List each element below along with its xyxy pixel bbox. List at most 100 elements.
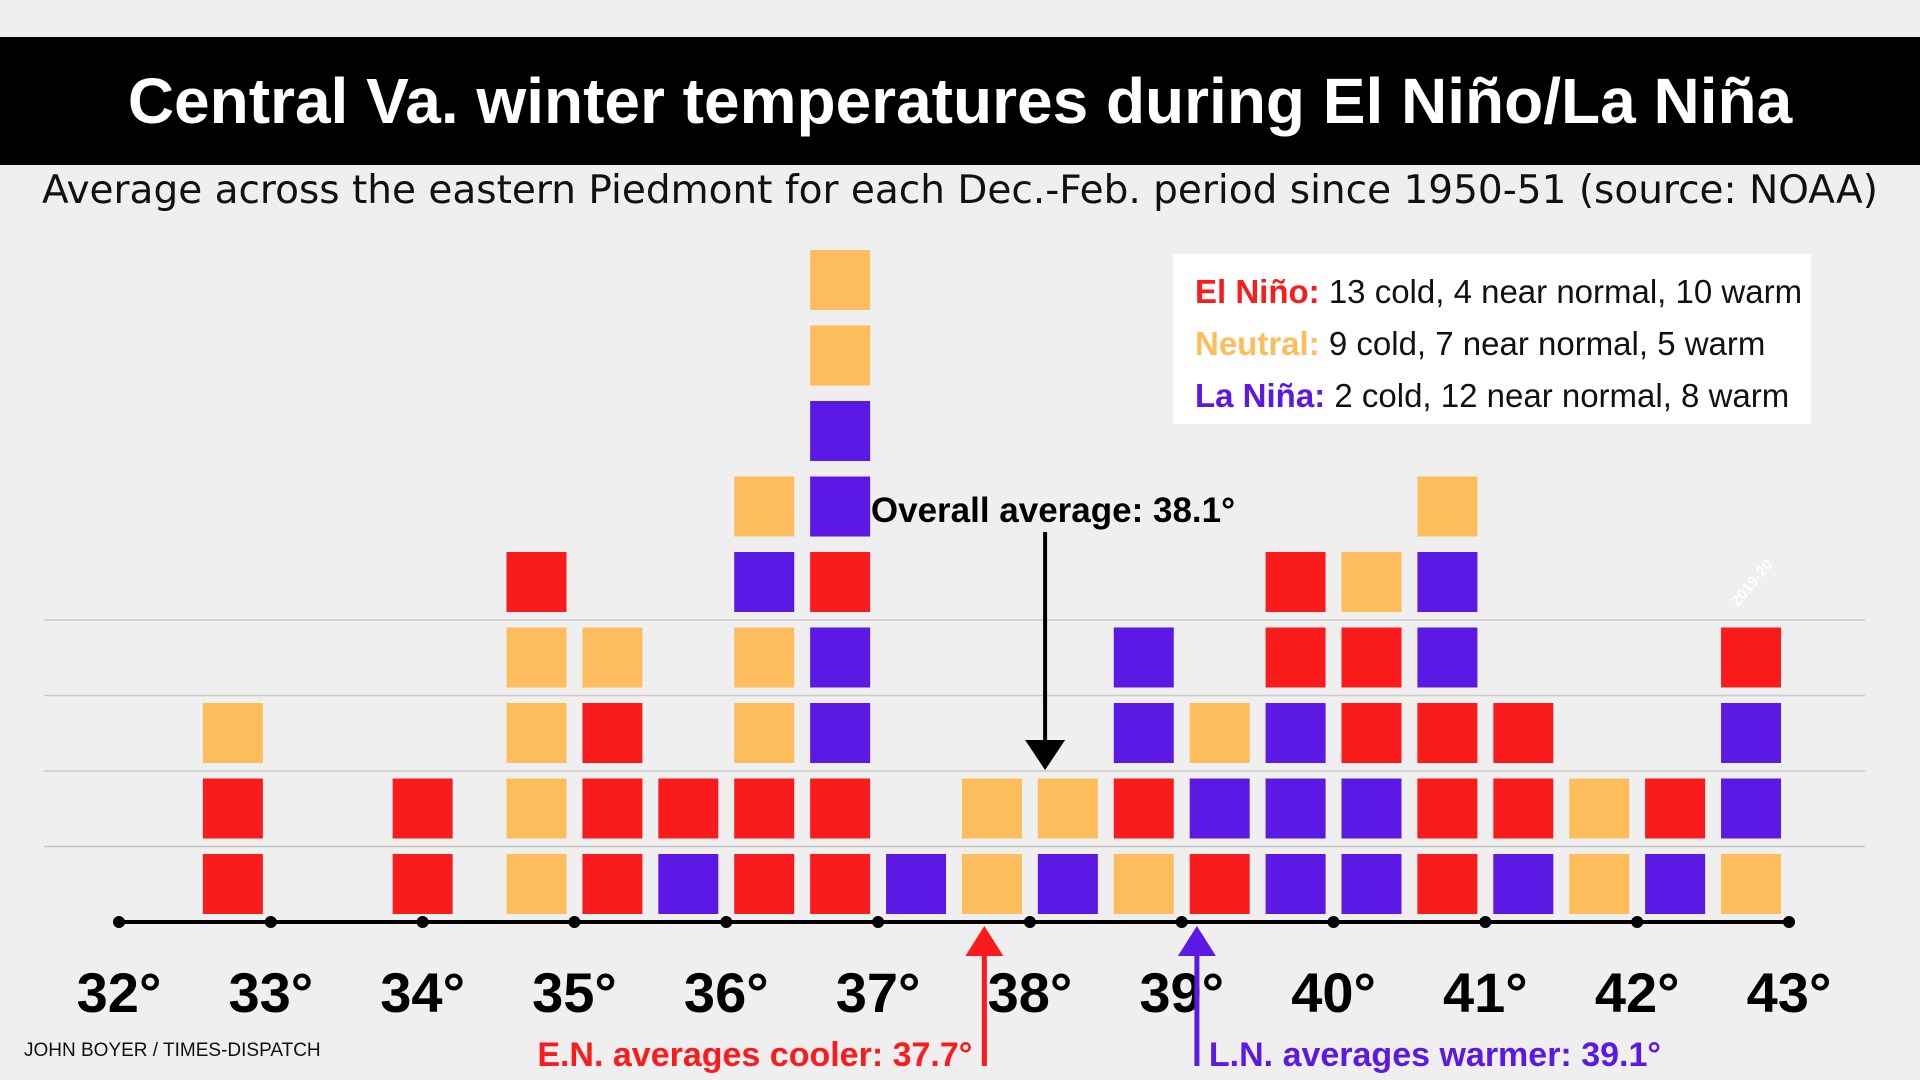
data-box-la-nina [1417,627,1478,688]
annotation-arrow-head [965,926,1004,956]
legend-summary: 13 cold, 4 near normal, 10 warm [1328,273,1803,310]
data-box-el-nino [810,854,871,914]
credit: JOHN BOYER / TIMES-DISPATCH [24,1040,321,1061]
x-tick-dot [1327,916,1340,928]
annotations: Overall average: 38.1° E.N. averages cool… [537,491,1661,1074]
data-box-el-nino [734,854,795,914]
data-box-el-nino [1721,627,1782,688]
data-box-la-nina [1341,854,1402,914]
data-box-la-nina [1113,627,1174,688]
x-tick-dot [1023,916,1036,928]
x-tick-label: 38° [988,961,1073,1024]
data-box-el-nino [658,778,719,839]
x-tick-label: 39° [1139,961,1224,1024]
x-tick-dot [1479,916,1492,928]
chart-title: Central Va. winter temperatures during E… [127,65,1793,137]
legend-label: Neutral: [1195,325,1320,362]
data-box-neutral [734,703,795,763]
data-box-el-nino [582,778,643,839]
data-box-el-nino [1265,627,1326,688]
data-box-la-nina [1417,552,1478,612]
data-box-el-nino [1417,703,1478,763]
data-box-neutral [1037,778,1098,839]
data-box-el-nino [202,778,263,839]
data-box-el-nino [1265,552,1326,612]
data-boxes: 2019-20 [202,250,1782,914]
data-box-neutral [810,325,871,386]
data-box-neutral [961,778,1022,839]
x-tick-dot [264,916,277,928]
data-box-la-nina [810,627,871,688]
legend-summary: 9 cold, 7 near normal, 5 warm [1328,325,1766,362]
data-box-el-nino [1417,854,1478,914]
data-box-el-nino [392,854,453,914]
legend-label: El Niño: [1195,273,1320,310]
legend-item-la-nina: La Niña: 2 cold, 12 near normal, 8 warm [1195,370,1811,422]
x-tick-label: 42° [1595,961,1680,1024]
data-box-el-nino [202,854,263,914]
data-box-la-nina [1037,854,1098,914]
data-box-el-nino [582,854,643,914]
annotation-label: L.N. averages warmer: 39.1° [1209,1036,1661,1074]
data-box-la-nina [1493,854,1554,914]
data-box-el-nino [1189,854,1250,914]
data-box-neutral [734,627,795,688]
x-tick-label: 34° [380,961,465,1024]
data-box-el-nino [582,703,643,763]
data-box-la-nina [1113,703,1174,763]
data-box-la-nina [1721,778,1782,839]
x-tick-dot [872,916,885,928]
data-box-neutral [1417,476,1478,537]
data-box-neutral [506,854,567,914]
data-box-neutral [506,627,567,688]
x-tick-label: 43° [1747,961,1832,1024]
x-tick-dot [1175,916,1188,928]
x-tick-label: 33° [228,961,313,1024]
legend-item-neutral: Neutral: 9 cold, 7 near normal, 5 warm [1195,318,1811,370]
x-tick-label: 40° [1291,961,1376,1024]
data-box-el-nino [1417,778,1478,839]
x-tick-dot [720,916,733,928]
data-box-el-nino [392,778,453,839]
x-tick-label: 41° [1443,961,1528,1024]
legend: El Niño: 13 cold, 4 near normal, 10 warm… [1173,254,1811,424]
annotation-label: Overall average: 38.1° [871,491,1235,530]
data-box-el-nino [1113,778,1174,839]
data-box-neutral [1189,703,1250,763]
data-box-la-nina [734,552,795,612]
data-box-el-nino [1341,627,1402,688]
x-tick-label: 37° [836,961,921,1024]
data-box-la-nina [658,854,719,914]
data-box-neutral [1569,854,1630,914]
data-box-el-nino [810,778,871,839]
legend-summary: 2 cold, 12 near normal, 8 warm [1334,377,1790,414]
x-tick-dot [1783,916,1795,928]
data-box-neutral [1721,854,1782,914]
data-box-la-nina [1189,778,1250,839]
x-tick-label: 35° [532,961,617,1024]
data-box-la-nina [1645,854,1706,914]
data-box-la-nina [810,703,871,763]
x-tick-dot [113,916,125,928]
data-box-neutral [506,703,567,763]
x-axis: 32° 33° 34° 35° 36° 37° 38° 39° 40° 41° 42° 43° [77,916,1832,1024]
annotation-arrow-head [1025,740,1066,770]
data-box-el-nino [1493,778,1554,839]
data-box-neutral [1569,778,1630,839]
data-box-la-nina [1265,703,1326,763]
x-tick-dot [416,916,429,928]
data-box-neutral [202,703,263,763]
legend-label: La Niña: [1195,377,1326,414]
data-box-la-nina [1265,854,1326,914]
data-box-neutral [1113,854,1174,914]
data-box-el-nino [506,552,567,612]
data-box-neutral [961,854,1022,914]
data-box-el-nino [734,778,795,839]
data-box-neutral [734,476,795,537]
chart-subtitle: Average across the eastern Piedmont for … [42,168,1878,213]
data-box-la-nina [810,476,871,537]
title-bar: Central Va. winter temperatures during E… [0,37,1920,165]
data-box-neutral [506,778,567,839]
legend-item-el-nino: El Niño: 13 cold, 4 near normal, 10 warm [1195,266,1811,318]
